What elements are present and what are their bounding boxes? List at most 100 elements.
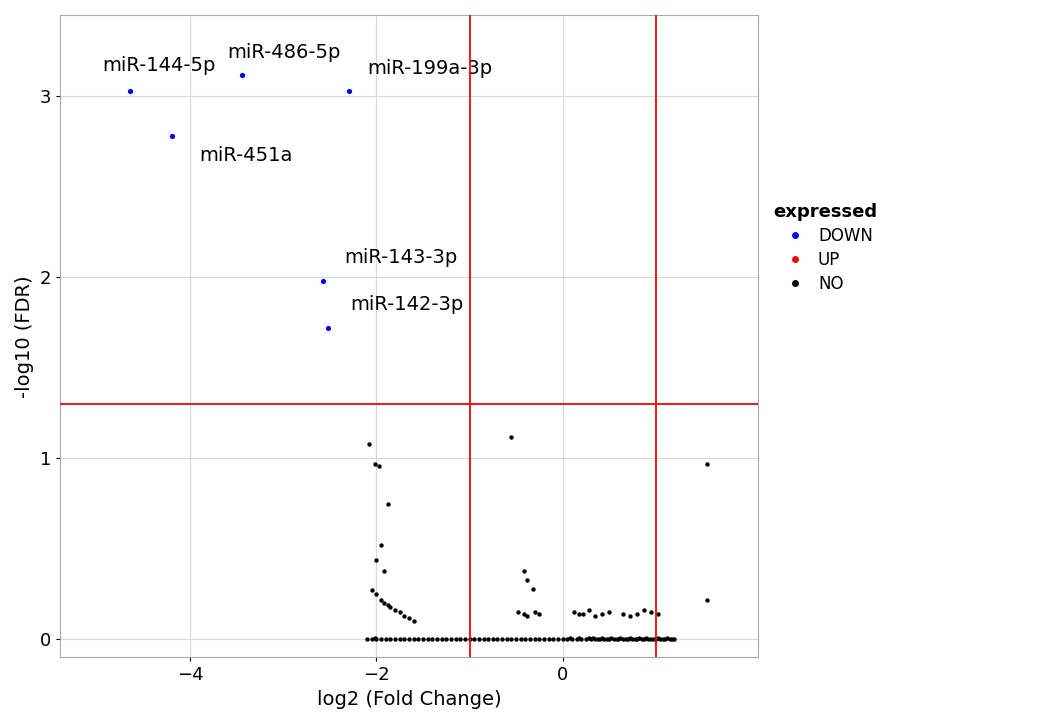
X-axis label: log2 (Fold Change): log2 (Fold Change) (317, 690, 502, 709)
Point (233, 69, 249, 80)
Point (392, 607, 408, 618)
Point (647, 634, 664, 645)
Text: miR-486-5p: miR-486-5p (228, 43, 341, 62)
Point (621, 610, 638, 622)
Point (371, 460, 388, 471)
Text: miR-144-5p: miR-144-5p (102, 56, 215, 75)
Point (368, 634, 384, 645)
Point (636, 605, 652, 616)
Point (367, 632, 383, 644)
Point (615, 608, 632, 620)
Point (603, 632, 619, 644)
Point (368, 554, 384, 565)
Point (122, 85, 138, 97)
Point (433, 634, 450, 645)
Point (373, 634, 390, 645)
Text: miR-199a-3p: miR-199a-3p (367, 59, 492, 78)
Point (364, 634, 380, 645)
Point (631, 632, 647, 644)
Point (568, 634, 585, 645)
Point (575, 608, 591, 620)
Point (634, 634, 650, 645)
Point (509, 607, 526, 618)
Point (572, 634, 589, 645)
Point (559, 634, 576, 645)
Point (515, 608, 532, 620)
Point (582, 634, 598, 645)
Point (649, 632, 666, 644)
Point (652, 634, 669, 645)
Point (358, 634, 375, 645)
Point (562, 632, 579, 644)
Point (601, 634, 617, 645)
Point (619, 634, 636, 645)
Point (638, 632, 655, 644)
Point (554, 634, 570, 645)
Point (484, 634, 501, 645)
Point (621, 632, 638, 644)
Point (364, 585, 380, 597)
Point (379, 498, 396, 510)
Point (340, 85, 356, 97)
Point (655, 634, 671, 645)
Point (627, 634, 643, 645)
Point (540, 634, 557, 645)
Point (443, 634, 459, 645)
Point (608, 634, 624, 645)
Point (581, 632, 597, 644)
Point (405, 615, 422, 627)
Point (452, 634, 469, 645)
Point (438, 634, 455, 645)
Point (373, 539, 390, 551)
Point (593, 632, 610, 644)
Point (518, 574, 535, 586)
Point (420, 634, 436, 645)
Point (522, 634, 538, 645)
Point (610, 634, 627, 645)
Point (508, 634, 525, 645)
Point (643, 634, 660, 645)
Point (571, 632, 588, 644)
Text: miR-143-3p: miR-143-3p (344, 248, 457, 266)
Point (387, 634, 403, 645)
Point (659, 632, 675, 644)
Point (563, 634, 580, 645)
Text: miR-451a: miR-451a (199, 146, 293, 165)
Point (664, 634, 681, 645)
Point (649, 608, 666, 620)
Point (527, 634, 543, 645)
Point (401, 612, 418, 623)
Point (615, 634, 632, 645)
Point (410, 634, 427, 645)
Point (629, 608, 645, 620)
Point (571, 608, 588, 620)
Point (531, 634, 548, 645)
Point (373, 594, 390, 605)
Point (499, 634, 515, 645)
Point (320, 322, 337, 334)
Point (396, 610, 412, 622)
Point (461, 634, 478, 645)
Point (531, 608, 548, 620)
Point (550, 634, 566, 645)
Point (601, 607, 617, 618)
Point (471, 634, 487, 645)
Point (382, 601, 399, 613)
Point (545, 634, 562, 645)
Point (429, 634, 446, 645)
Point (515, 565, 532, 576)
Point (382, 634, 399, 645)
Point (585, 632, 602, 644)
Point (503, 431, 520, 442)
Point (361, 438, 377, 450)
Point (591, 634, 608, 645)
Point (401, 634, 418, 645)
Point (525, 583, 541, 594)
Point (698, 458, 715, 470)
Point (612, 632, 629, 644)
Point (163, 130, 180, 142)
Point (405, 634, 422, 645)
Point (512, 634, 529, 645)
Point (581, 605, 597, 616)
Point (387, 605, 403, 616)
